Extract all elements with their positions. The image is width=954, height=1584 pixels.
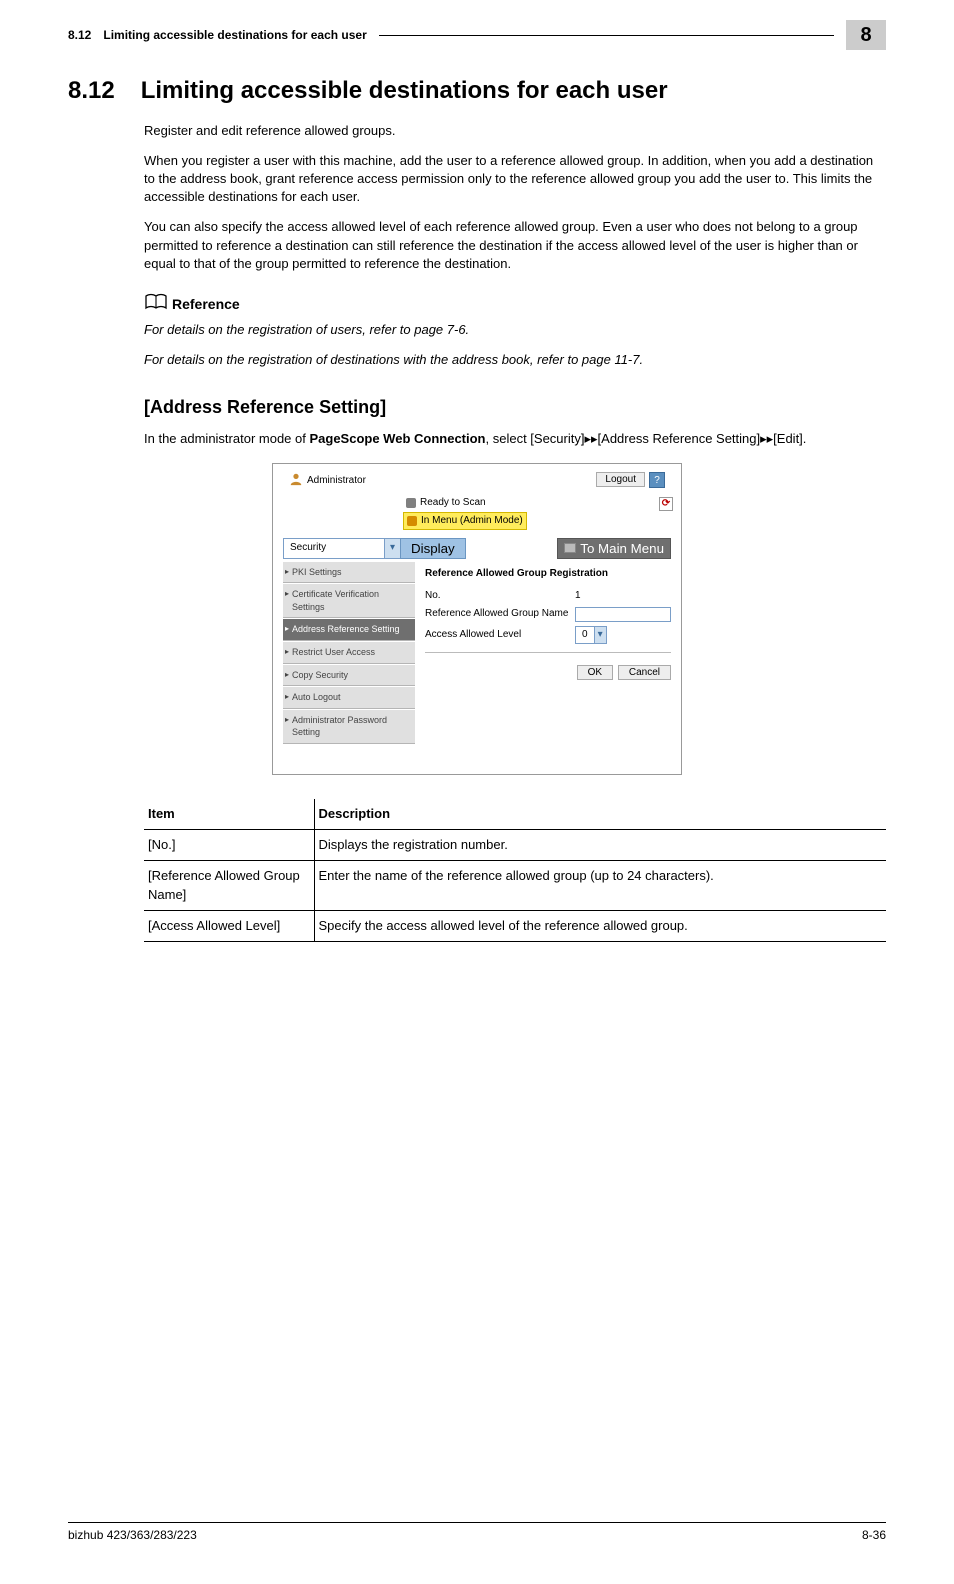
web-connection-screenshot: Administrator Logout ? Ready to Scan In … [272,463,682,775]
section-number: 8.12 [68,74,115,108]
page-title: 8.12 Limiting accessible destinations fo… [68,74,886,108]
sidebar-item-address-reference[interactable]: Address Reference Setting [283,618,415,641]
field-no-label: No. [425,589,575,603]
panel-title: Reference Allowed Group Registration [425,567,671,581]
sub-heading: [Address Reference Setting] [68,395,886,420]
sidebar: PKI Settings Certificate Verification Se… [283,561,415,744]
col-item: Item [144,799,314,830]
access-level-select[interactable]: 0 ▾ [575,626,607,644]
sidebar-item-restrict-user[interactable]: Restrict User Access [283,641,415,664]
status-ready: Ready to Scan [403,495,527,511]
chevron-down-icon: ▾ [384,539,400,558]
refresh-button[interactable]: ⟳ [659,497,673,511]
sidebar-item-admin-password[interactable]: Administrator Password Setting [283,709,415,744]
menu-icon [564,543,576,553]
header-line [379,35,834,36]
help-button[interactable]: ? [649,472,665,488]
sidebar-item-copy-security[interactable]: Copy Security [283,664,415,687]
admin-icon [289,472,303,491]
header-title-text: Limiting accessible destinations for eac… [103,27,366,44]
header-section-no: 8.12 [68,27,91,44]
paragraph-1: Register and edit reference allowed grou… [68,122,886,140]
category-select[interactable]: Security ▾ [283,538,401,559]
col-desc: Description [314,799,886,830]
chevron-down-icon: ▾ [594,627,606,643]
logout-button[interactable]: Logout [596,472,645,487]
admin-label: Administrator [289,472,366,491]
table-row: [Access Allowed Level] Specify the acces… [144,910,886,941]
warning-icon [407,516,417,526]
sidebar-item-auto-logout[interactable]: Auto Logout [283,686,415,709]
field-group-name-label: Reference Allowed Group Name [425,607,575,621]
cancel-button[interactable]: Cancel [618,665,671,680]
field-no-value: 1 [575,589,581,603]
reference-heading-text: Reference [172,295,240,315]
sub-intro: In the administrator mode of PageScope W… [68,430,886,448]
ok-button[interactable]: OK [577,665,613,680]
header-rule: 8.12 Limiting accessible destinations fo… [68,20,886,50]
description-table: Item Description [No.] Displays the regi… [144,799,886,942]
sidebar-item-cert-verification[interactable]: Certificate Verification Settings [283,583,415,618]
table-row: [Reference Allowed Group Name] Enter the… [144,861,886,910]
divider [425,652,671,653]
reference-line-1: For details on the registration of users… [68,321,886,339]
display-button[interactable]: Display [400,538,466,559]
status-menu-mode: In Menu (Admin Mode) [403,512,527,530]
book-icon [144,291,168,319]
footer-model: bizhub 423/363/283/223 [68,1527,197,1544]
section-text: Limiting accessible destinations for eac… [141,74,668,108]
paragraph-3: You can also specify the access allowed … [68,218,886,273]
chapter-badge: 8 [846,20,886,50]
reference-heading: Reference [68,291,886,319]
table-row: [No.] Displays the registration number. [144,830,886,861]
paragraph-2: When you register a user with this machi… [68,152,886,207]
page-footer: bizhub 423/363/283/223 8-36 [68,1522,886,1544]
sidebar-item-pki[interactable]: PKI Settings [283,561,415,584]
reference-line-2: For details on the registration of desti… [68,351,886,369]
group-name-input[interactable] [575,607,671,622]
to-main-menu-button[interactable]: To Main Menu [557,538,671,559]
printer-icon [406,498,416,508]
footer-page-number: 8-36 [862,1527,886,1544]
field-level-label: Access Allowed Level [425,628,575,642]
